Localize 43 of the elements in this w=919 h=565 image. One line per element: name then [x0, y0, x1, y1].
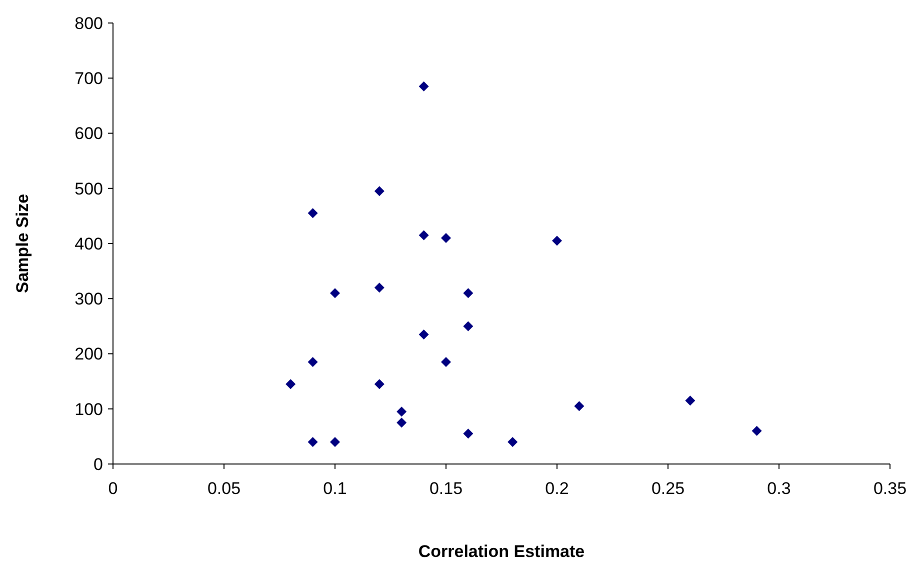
point	[441, 232, 451, 243]
point	[552, 236, 562, 246]
x-tick-label: 0.1	[323, 479, 347, 498]
point	[463, 321, 474, 332]
point	[396, 406, 407, 417]
point	[685, 396, 696, 406]
point	[752, 426, 762, 436]
y-axis-title: Sample Size	[13, 194, 32, 294]
y-tick-label: 0	[94, 454, 103, 474]
point	[418, 230, 429, 240]
x-tick-label: 0.35	[873, 479, 907, 498]
point	[463, 428, 474, 439]
point	[396, 418, 407, 428]
y-tick-label: 600	[74, 124, 103, 144]
x-tick-label: 0.3	[767, 479, 791, 498]
point	[418, 81, 429, 92]
point	[374, 379, 384, 390]
x-tick-label: 0.15	[429, 479, 463, 498]
x-tick-label: 0.2	[545, 479, 569, 498]
point	[308, 436, 318, 447]
x-tick-label: 0.05	[207, 479, 241, 498]
y-tick-label: 300	[74, 290, 103, 309]
y-tick-label: 800	[74, 14, 103, 33]
y-tick-label: 100	[74, 400, 103, 419]
y-tick-label: 700	[74, 69, 103, 88]
x-tick-label: 0	[108, 479, 118, 498]
point	[418, 329, 429, 340]
x-axis-title: Correlation Estimate	[418, 542, 585, 561]
point	[574, 401, 584, 412]
point	[308, 208, 318, 218]
point	[441, 357, 451, 368]
point	[374, 282, 384, 293]
point	[508, 436, 518, 447]
point	[330, 436, 340, 447]
point	[308, 357, 318, 368]
point	[330, 288, 340, 298]
point	[463, 288, 474, 298]
y-tick-label: 500	[74, 179, 103, 198]
x-tick-label: 0.25	[651, 479, 685, 498]
point	[286, 379, 296, 390]
y-tick-label: 200	[74, 344, 103, 364]
point	[374, 186, 384, 196]
y-tick-label: 400	[74, 234, 103, 254]
